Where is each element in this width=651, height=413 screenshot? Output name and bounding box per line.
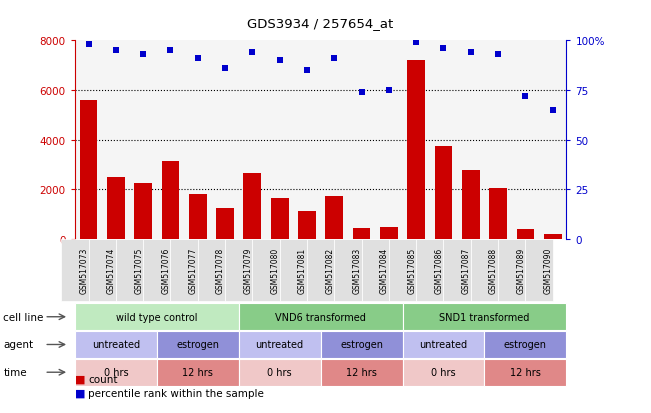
Text: VND6 transformed: VND6 transformed: [275, 312, 366, 322]
Point: [220, 66, 230, 72]
Text: 0 hrs: 0 hrs: [431, 367, 456, 377]
Bar: [353, 228, 370, 240]
Point: [493, 52, 503, 59]
Text: GSM517080: GSM517080: [271, 247, 280, 294]
Bar: [271, 199, 288, 240]
Text: 12 hrs: 12 hrs: [510, 367, 541, 377]
Bar: [408, 61, 425, 240]
Point: [356, 90, 367, 96]
Bar: [161, 161, 179, 240]
Point: [329, 56, 339, 62]
Bar: [298, 211, 316, 240]
Bar: [435, 147, 452, 240]
Point: [111, 48, 121, 55]
Bar: [544, 235, 562, 240]
Text: GSM517087: GSM517087: [462, 247, 471, 294]
Text: untreated: untreated: [419, 339, 467, 350]
Text: GSM517090: GSM517090: [544, 247, 553, 294]
Text: GSM517078: GSM517078: [216, 247, 225, 294]
Point: [465, 50, 476, 57]
Text: estrogen: estrogen: [176, 339, 219, 350]
Text: 12 hrs: 12 hrs: [346, 367, 377, 377]
Bar: [216, 209, 234, 240]
Text: GSM517077: GSM517077: [189, 247, 198, 294]
Point: [165, 48, 176, 55]
Point: [411, 40, 421, 47]
Bar: [380, 227, 398, 240]
Point: [520, 93, 531, 100]
Bar: [326, 196, 343, 240]
Text: GSM517089: GSM517089: [516, 247, 525, 294]
Bar: [490, 189, 507, 240]
Text: GSM517083: GSM517083: [353, 247, 361, 294]
Point: [383, 88, 394, 94]
Text: time: time: [3, 367, 27, 377]
Bar: [462, 170, 480, 240]
Text: cell line: cell line: [3, 312, 44, 322]
Point: [547, 107, 558, 114]
Text: GSM517088: GSM517088: [489, 247, 498, 294]
Point: [193, 56, 203, 62]
Text: 0 hrs: 0 hrs: [268, 367, 292, 377]
Text: SND1 transformed: SND1 transformed: [439, 312, 530, 322]
Text: wild type control: wild type control: [116, 312, 197, 322]
Text: GSM517076: GSM517076: [161, 247, 171, 294]
Text: 0 hrs: 0 hrs: [104, 367, 128, 377]
Text: untreated: untreated: [92, 339, 140, 350]
Text: 12 hrs: 12 hrs: [182, 367, 213, 377]
Point: [247, 50, 258, 57]
Text: GSM517082: GSM517082: [326, 247, 334, 294]
Text: estrogen: estrogen: [504, 339, 547, 350]
Text: GSM517086: GSM517086: [434, 247, 443, 294]
Text: GDS3934 / 257654_at: GDS3934 / 257654_at: [247, 17, 394, 29]
Point: [138, 52, 148, 59]
Bar: [134, 184, 152, 240]
Text: GSM517073: GSM517073: [79, 247, 89, 294]
Point: [83, 42, 94, 49]
Text: untreated: untreated: [256, 339, 304, 350]
Bar: [189, 195, 206, 240]
Point: [302, 68, 312, 74]
Bar: [79, 101, 98, 240]
Text: GSM517085: GSM517085: [407, 247, 416, 294]
Bar: [107, 178, 125, 240]
Point: [438, 46, 449, 52]
Point: [275, 58, 285, 64]
Text: GSM517075: GSM517075: [134, 247, 143, 294]
Text: GSM517084: GSM517084: [380, 247, 389, 294]
Text: estrogen: estrogen: [340, 339, 383, 350]
Text: count: count: [88, 374, 117, 384]
Bar: [516, 230, 534, 240]
Bar: [243, 174, 261, 240]
Text: GSM517074: GSM517074: [107, 247, 116, 294]
Text: GSM517081: GSM517081: [298, 247, 307, 294]
Text: ■: ■: [75, 374, 89, 384]
Text: GSM517079: GSM517079: [243, 247, 253, 294]
Text: agent: agent: [3, 339, 33, 350]
Text: percentile rank within the sample: percentile rank within the sample: [88, 388, 264, 398]
Text: ■: ■: [75, 388, 89, 398]
